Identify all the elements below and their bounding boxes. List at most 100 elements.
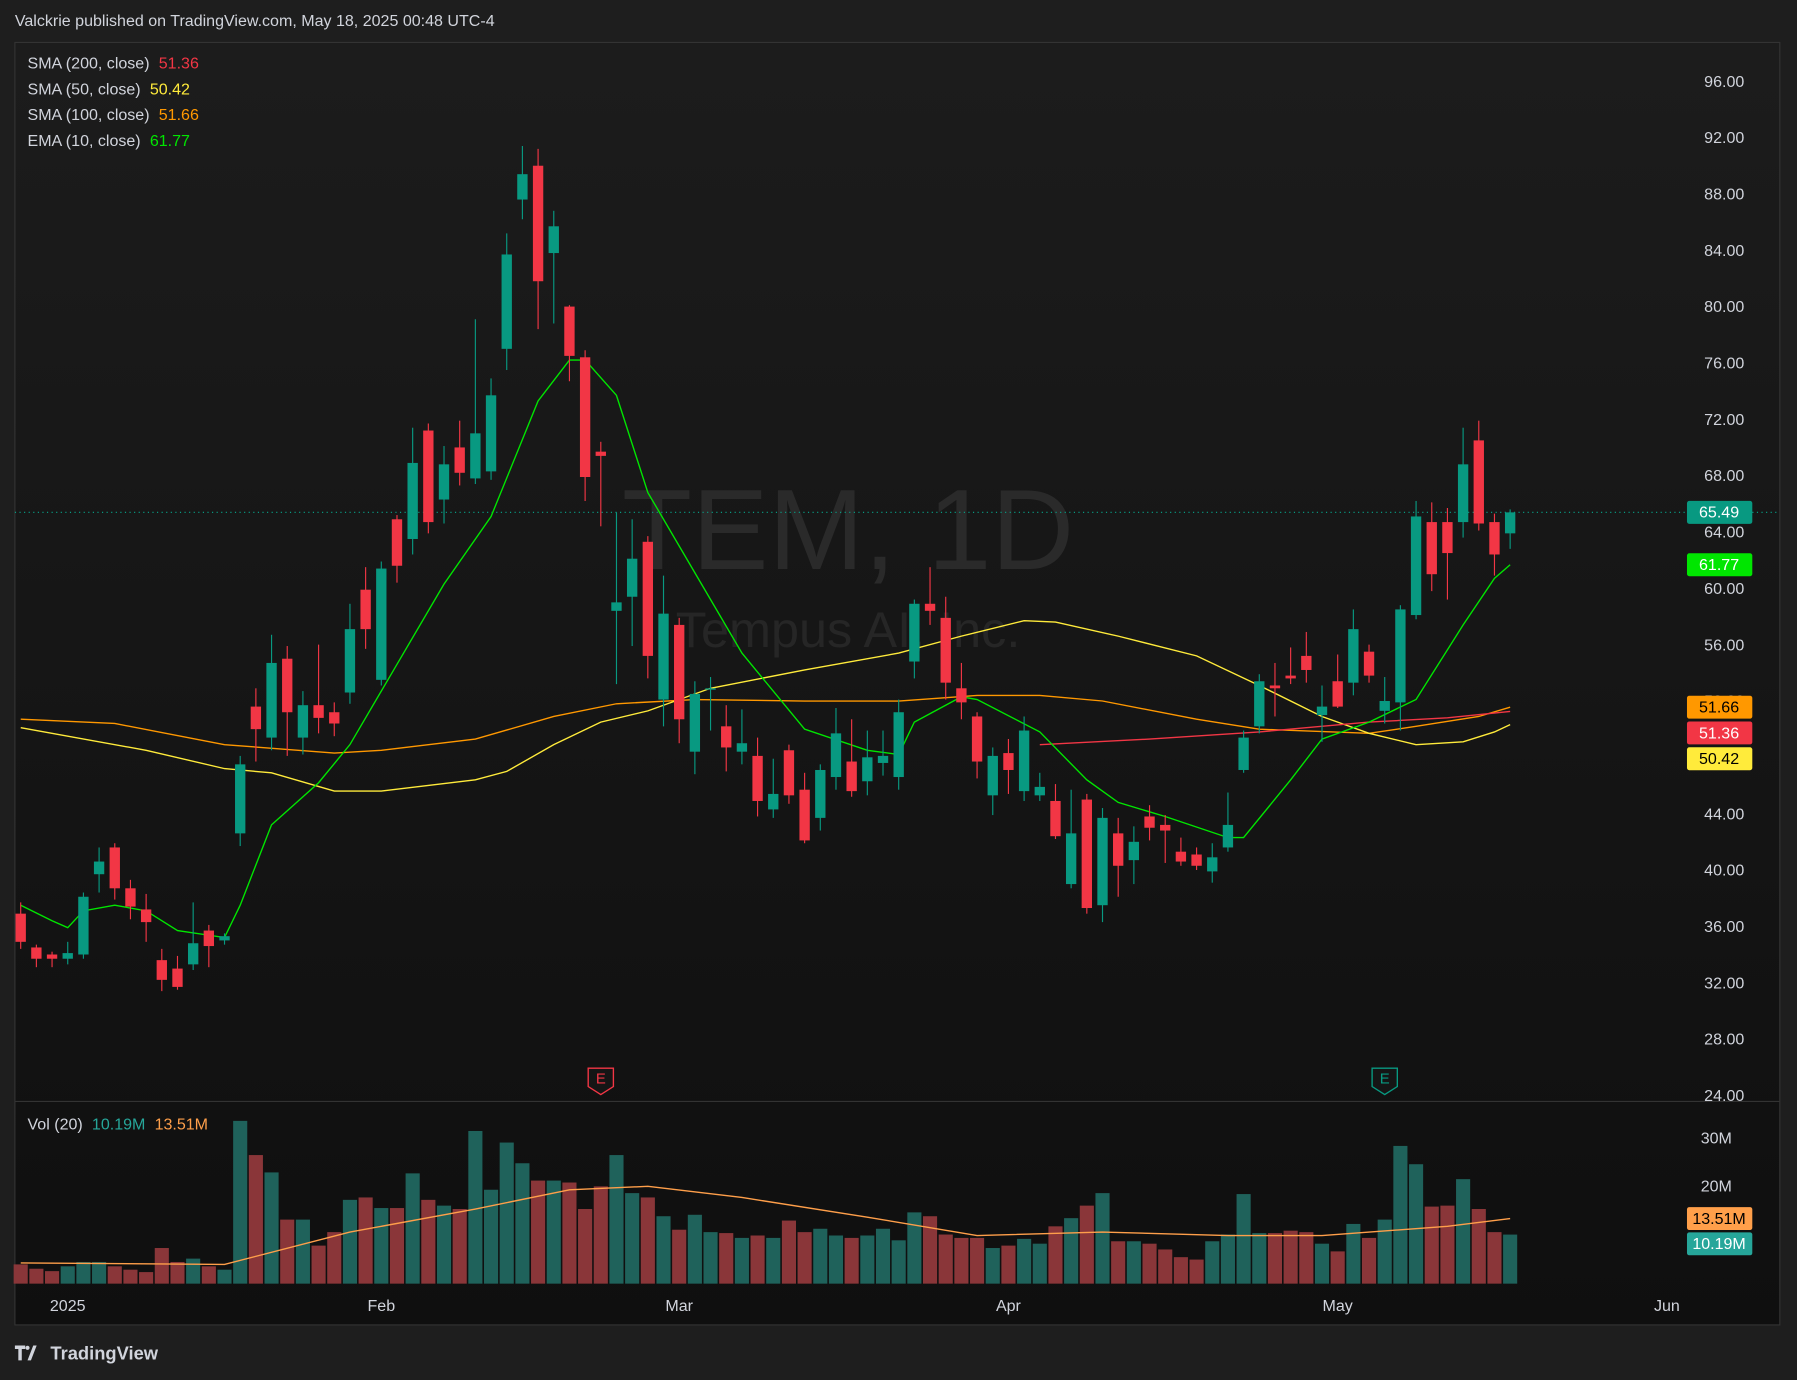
volume-bar (828, 1235, 844, 1284)
volume-tag (1686, 1232, 1753, 1256)
candle-body (862, 757, 873, 782)
candle-body (783, 750, 795, 796)
candle-body (1113, 833, 1124, 866)
volume-bar (1111, 1241, 1126, 1284)
volume-bar (201, 1266, 216, 1284)
volume-bar (468, 1130, 483, 1284)
candle-body (1254, 681, 1265, 727)
volume-bar (1424, 1206, 1439, 1284)
candle-body (438, 464, 450, 500)
volume-bar (358, 1197, 373, 1284)
volume-bar (1440, 1205, 1455, 1284)
volume-bar (562, 1182, 577, 1284)
candle-body (611, 602, 622, 611)
candle-body (1034, 786, 1045, 796)
volume-ma-tag-label: 13.51M (1692, 1210, 1745, 1228)
y-tick-label: 72.00 (1704, 411, 1744, 429)
y-tick-label: 32.00 (1704, 974, 1744, 992)
candle-body (1301, 655, 1312, 670)
volume-bar (499, 1142, 514, 1284)
candle-body (250, 706, 262, 730)
volume-bar (1001, 1245, 1016, 1284)
volume-bar (860, 1235, 875, 1284)
x-tick-label: Mar (665, 1297, 693, 1315)
candle-body (203, 930, 215, 947)
candle-body (407, 462, 418, 539)
candle-body (689, 693, 701, 752)
candle-body (736, 743, 748, 752)
candle-body (1207, 857, 1218, 872)
candle-body (1332, 681, 1343, 707)
legend-value: 50.42 (150, 80, 190, 98)
volume-bar (92, 1261, 107, 1284)
volume-bar (578, 1209, 593, 1284)
legend-name: SMA (100, close) (28, 106, 150, 124)
candle-body (62, 953, 73, 959)
volume-bar (389, 1208, 405, 1284)
volume-bar (1377, 1219, 1392, 1284)
volume-bar (938, 1234, 953, 1284)
x-tick-label: 2025 (50, 1297, 86, 1315)
volume-bar (139, 1272, 154, 1284)
volume-bar (875, 1228, 891, 1284)
volume-ma-line (20, 1185, 1511, 1266)
volume-bar (60, 1266, 75, 1284)
legend-value: 51.66 (159, 106, 199, 124)
candle-body (1285, 675, 1296, 679)
candle-body (501, 254, 512, 349)
volume-bar (374, 1208, 389, 1284)
candle-body (282, 658, 293, 713)
candle-body (956, 688, 967, 703)
volume-bar (1173, 1257, 1188, 1284)
volume-legend-name: Vol (20) (28, 1116, 83, 1134)
candle-body (1160, 824, 1171, 831)
volume-bar (123, 1269, 138, 1284)
volume-bar (452, 1209, 467, 1284)
candle-body (940, 617, 951, 683)
volume-bar (186, 1258, 201, 1284)
candle-body (329, 712, 340, 724)
volume-bar (719, 1233, 734, 1284)
candle-body (987, 755, 998, 796)
candle-body (924, 603, 936, 611)
overlay-tag (1686, 553, 1753, 577)
y-tick-label: 76.00 (1704, 355, 1744, 373)
candle-body (721, 726, 732, 748)
candle-body (1269, 685, 1281, 689)
candle-body (140, 909, 152, 923)
candle-body (156, 960, 167, 980)
candle-body (219, 936, 230, 941)
watermark-name: Tempus AI, Inc. (676, 601, 1021, 658)
candle-body (125, 888, 136, 907)
candle-body (1175, 851, 1187, 862)
volume-bar (907, 1212, 922, 1284)
x-tick-label: Feb (367, 1297, 395, 1315)
volume-bar (515, 1163, 530, 1284)
volume-bar (1032, 1243, 1047, 1284)
candle-body (485, 395, 497, 472)
overlay-tag (1686, 695, 1753, 719)
candle-body (1144, 816, 1155, 828)
volume-bar (1220, 1234, 1235, 1284)
volume-bar (625, 1193, 640, 1284)
overlay-line (20, 694, 1511, 754)
candle-body (235, 764, 246, 834)
candle-body (1081, 799, 1093, 909)
y-tick-label: 56.00 (1704, 636, 1744, 654)
candle-body (31, 947, 42, 959)
volume-bar (781, 1220, 796, 1284)
volume-bar (531, 1180, 546, 1284)
event-label: E (1380, 1072, 1390, 1088)
overlay-tag-label: 50.42 (1699, 750, 1739, 768)
brand-logo (14, 1345, 37, 1361)
volume-ma-tag (1686, 1207, 1753, 1231)
volume-bar (1283, 1230, 1298, 1284)
last-price-tag (1686, 500, 1753, 524)
y-tick-label: 64.00 (1704, 524, 1744, 542)
last-price-tag-label: 65.49 (1699, 504, 1739, 522)
candle-body (1050, 800, 1061, 837)
candle-body (172, 968, 183, 987)
volume-bar (640, 1197, 655, 1284)
candle-body (1426, 522, 1437, 575)
